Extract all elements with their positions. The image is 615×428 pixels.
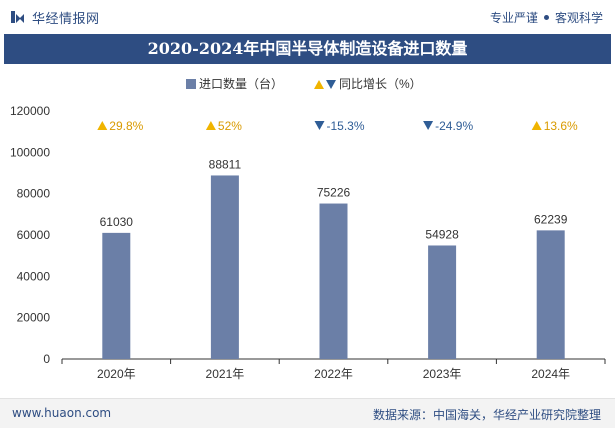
footer-website-link[interactable]: www.huaon.com bbox=[12, 406, 112, 420]
growth-label: -24.9% bbox=[435, 119, 473, 133]
legend-growth-label: 同比增长（%） bbox=[339, 77, 422, 91]
y-tick-label: 40000 bbox=[17, 269, 51, 283]
bar-value-label: 62239 bbox=[534, 212, 568, 226]
growth-up-icon bbox=[97, 121, 108, 130]
x-tick-label: 2024年 bbox=[531, 367, 570, 381]
top-bar: 华经情报网 专业严谨 客观科学 bbox=[0, 0, 615, 34]
legend-bar-label: 进口数量（台） bbox=[199, 76, 283, 91]
x-tick-label: 2022年 bbox=[314, 367, 353, 381]
legend-down-triangle bbox=[326, 80, 336, 89]
y-tick-label: 20000 bbox=[17, 311, 51, 325]
brand-name: 华经情报网 bbox=[32, 11, 100, 27]
bar-value-label: 75226 bbox=[317, 186, 351, 200]
chart-area: 进口数量（台） 同比增长（%） 0 20000 40000 60000 80000 10000… bbox=[10, 76, 606, 381]
chart-title: 2020-2024年中国半导体制造设备进口数量 bbox=[4, 34, 611, 64]
bar-value-label: 88811 bbox=[209, 157, 242, 171]
tagline-left: 专业严谨 bbox=[489, 11, 538, 25]
y-tick-label: 0 bbox=[43, 352, 50, 366]
bar bbox=[536, 230, 565, 359]
bar bbox=[428, 245, 457, 359]
y-tick-label: 60000 bbox=[17, 228, 51, 242]
growth-down-icon bbox=[423, 121, 434, 130]
bar bbox=[319, 203, 348, 359]
growth-up-icon bbox=[531, 121, 542, 130]
growth-label: 52% bbox=[218, 119, 242, 133]
bar-value-label: 54928 bbox=[425, 227, 459, 241]
legend-bar-swatch bbox=[186, 79, 196, 89]
growth-label: -15.3% bbox=[327, 119, 365, 133]
footer-source: 数据来源：中国海关，华经产业研究院整理 bbox=[372, 408, 601, 422]
legend-up-triangle bbox=[314, 80, 324, 89]
y-tick-label: 120000 bbox=[10, 104, 50, 118]
growth-down-icon bbox=[314, 121, 325, 130]
brand[interactable]: 华经情报网 bbox=[10, 9, 100, 27]
tagline-right: 客观科学 bbox=[554, 11, 603, 25]
growth-label: 29.8% bbox=[109, 119, 143, 133]
growth-label: 13.6% bbox=[544, 119, 578, 133]
tagline: 专业严谨 客观科学 bbox=[490, 9, 603, 26]
bar-value-label: 61030 bbox=[100, 215, 134, 229]
x-tick-label: 2023年 bbox=[423, 367, 462, 381]
y-tick-label: 80000 bbox=[17, 187, 51, 201]
bar bbox=[210, 175, 239, 359]
footer: www.huaon.com 数据来源：中国海关，华经产业研究院整理 bbox=[0, 398, 615, 428]
y-tick-label: 100000 bbox=[10, 145, 50, 159]
tagline-separator-dot bbox=[543, 15, 549, 20]
brand-logo-icon bbox=[11, 11, 24, 23]
bar bbox=[102, 232, 131, 359]
growth-up-icon bbox=[205, 121, 216, 130]
x-tick-label: 2021年 bbox=[206, 367, 245, 381]
x-tick-label: 2020年 bbox=[97, 367, 136, 381]
